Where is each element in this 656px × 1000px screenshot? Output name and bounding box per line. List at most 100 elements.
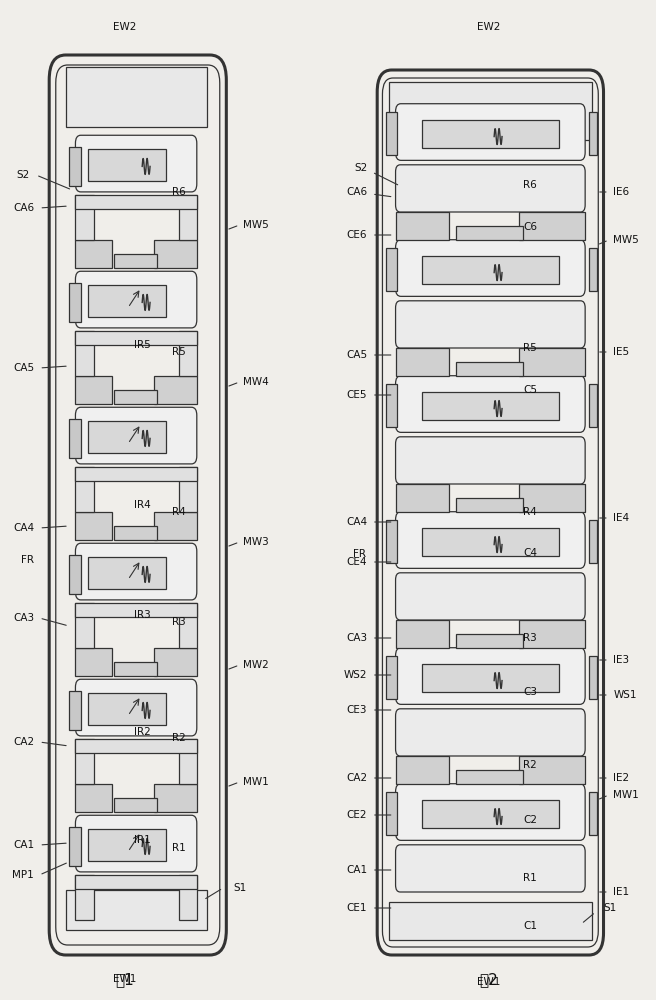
Bar	[75, 195, 197, 209]
Bar	[178, 739, 197, 784]
Bar	[75, 376, 112, 404]
FancyBboxPatch shape	[396, 240, 585, 296]
Bar	[88, 285, 167, 317]
Text: C1: C1	[523, 921, 537, 931]
Text: WS2: WS2	[344, 670, 367, 680]
Bar	[178, 195, 197, 240]
Bar	[114, 798, 157, 812]
Text: R6: R6	[523, 180, 537, 190]
Bar	[88, 421, 167, 453]
Bar	[386, 520, 397, 563]
FancyBboxPatch shape	[396, 437, 585, 484]
Bar	[589, 248, 597, 291]
Text: CA3: CA3	[346, 633, 367, 643]
FancyBboxPatch shape	[396, 104, 585, 160]
Bar	[69, 283, 81, 322]
Text: IE5: IE5	[613, 347, 630, 357]
Text: CE4: CE4	[347, 557, 367, 567]
Bar	[519, 620, 585, 648]
Bar	[519, 484, 585, 512]
FancyBboxPatch shape	[396, 573, 585, 620]
FancyBboxPatch shape	[396, 165, 585, 212]
Bar	[154, 240, 197, 268]
Text: CA4: CA4	[13, 523, 34, 533]
Text: EW1: EW1	[113, 974, 136, 984]
FancyBboxPatch shape	[396, 709, 585, 756]
Bar	[114, 254, 157, 268]
Bar	[178, 467, 197, 512]
Text: R1: R1	[172, 843, 186, 853]
Text: C4: C4	[523, 548, 537, 558]
Text: IE3: IE3	[613, 655, 630, 665]
Bar	[519, 348, 585, 376]
Text: EW2: EW2	[113, 22, 136, 32]
Bar	[69, 827, 81, 866]
FancyBboxPatch shape	[396, 301, 585, 348]
Bar	[114, 390, 157, 404]
Bar	[422, 664, 559, 692]
FancyBboxPatch shape	[396, 512, 585, 568]
Bar	[154, 512, 197, 540]
Bar	[75, 603, 94, 648]
Bar	[66, 67, 207, 127]
FancyBboxPatch shape	[396, 648, 585, 704]
Text: CA5: CA5	[346, 350, 367, 360]
FancyBboxPatch shape	[75, 271, 197, 328]
Text: IE1: IE1	[613, 887, 630, 897]
Bar	[75, 512, 112, 540]
Text: FR: FR	[353, 549, 366, 559]
Bar	[422, 392, 559, 420]
Bar	[75, 875, 94, 920]
Bar	[456, 226, 523, 240]
Text: CA6: CA6	[13, 203, 34, 213]
Text: R1: R1	[523, 873, 537, 883]
Text: 图2: 图2	[480, 972, 498, 987]
Text: MW1: MW1	[613, 790, 639, 800]
Text: MP1: MP1	[12, 870, 34, 880]
Text: C6: C6	[523, 222, 537, 232]
FancyBboxPatch shape	[75, 815, 197, 872]
Text: R5: R5	[172, 347, 186, 357]
Text: S2: S2	[16, 170, 30, 180]
Bar	[456, 498, 523, 512]
Bar	[75, 739, 197, 753]
FancyBboxPatch shape	[75, 407, 197, 464]
FancyBboxPatch shape	[75, 679, 197, 736]
Bar	[178, 603, 197, 648]
Text: CA1: CA1	[346, 865, 367, 875]
Bar	[88, 693, 167, 725]
Text: CE6: CE6	[347, 230, 367, 240]
FancyBboxPatch shape	[396, 845, 585, 892]
Bar	[154, 376, 197, 404]
Text: IR3: IR3	[134, 610, 152, 620]
Bar	[422, 800, 559, 828]
Text: CA5: CA5	[13, 363, 34, 373]
Text: IE4: IE4	[613, 513, 630, 523]
FancyBboxPatch shape	[75, 135, 197, 192]
Text: MW5: MW5	[243, 220, 268, 230]
Bar	[396, 484, 449, 512]
Text: EW1: EW1	[477, 977, 501, 987]
Text: R2: R2	[172, 733, 186, 743]
Bar	[69, 419, 81, 458]
Bar	[154, 784, 197, 812]
Bar	[396, 348, 449, 376]
Text: MW2: MW2	[243, 660, 268, 670]
Bar	[66, 890, 207, 930]
Text: CA1: CA1	[13, 840, 34, 850]
Text: CA2: CA2	[13, 737, 34, 747]
Text: R4: R4	[523, 507, 537, 517]
Bar	[75, 240, 112, 268]
Bar	[75, 648, 112, 676]
Bar	[69, 147, 81, 186]
Bar	[456, 634, 523, 648]
Text: IE2: IE2	[613, 773, 630, 783]
Bar	[386, 656, 397, 699]
Text: CE2: CE2	[347, 810, 367, 820]
Bar	[389, 902, 592, 940]
Text: IR4: IR4	[134, 500, 152, 510]
Text: FR: FR	[21, 555, 34, 565]
Text: R3: R3	[523, 633, 537, 643]
Bar	[114, 662, 157, 676]
Bar	[589, 792, 597, 835]
